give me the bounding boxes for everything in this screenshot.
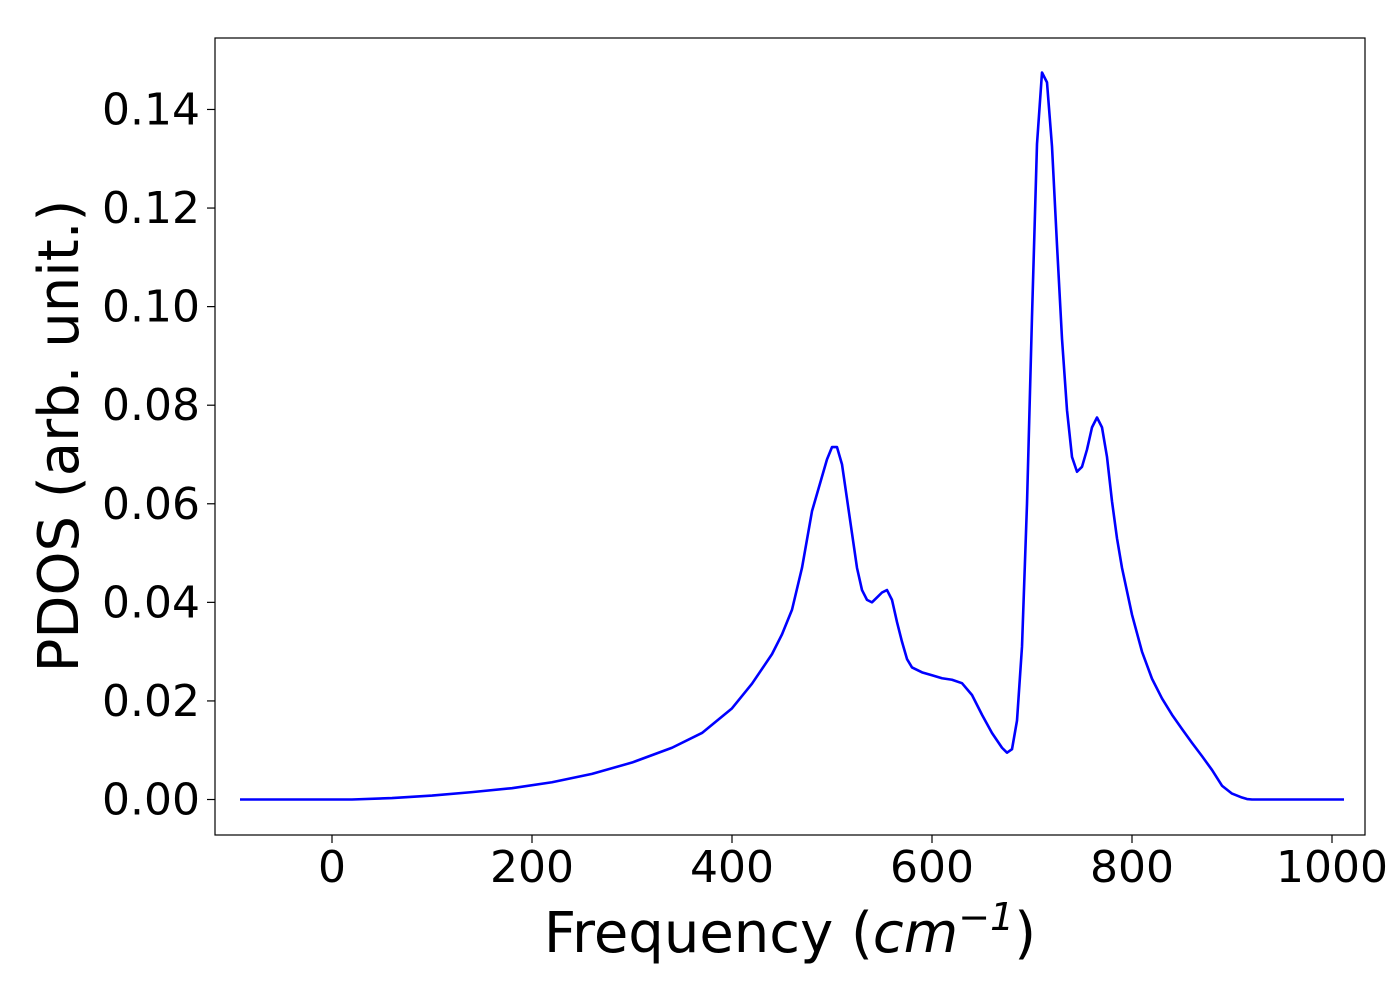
x-tick-label: 600	[890, 842, 974, 893]
pdos-line	[240, 71, 1344, 801]
x-tick-label: 200	[490, 842, 574, 893]
y-tick-label: 0.06	[102, 479, 200, 530]
y-tick-label: 0.04	[102, 577, 200, 628]
x-tick-label: 800	[1090, 842, 1174, 893]
y-axis-label: PDOS (arb. unit.)	[27, 200, 92, 673]
plot-frame	[214, 37, 1366, 836]
y-tick-label: 0.00	[102, 775, 200, 826]
y-tick-label: 0.10	[102, 282, 200, 333]
y-tick-label: 0.02	[102, 676, 200, 727]
y-tick-label: 0.14	[102, 84, 200, 135]
plot-area	[214, 37, 1366, 836]
x-tick-label: 400	[690, 842, 774, 893]
x-tick-label: 1000	[1276, 842, 1388, 893]
x-axis-label: Frequency (cm−1)	[544, 895, 1036, 966]
y-tick-label: 0.08	[102, 380, 200, 431]
x-tick-label: 0	[318, 842, 346, 893]
y-tick-label: 0.12	[102, 183, 200, 234]
x-axis-ticks: 0 200 400 600 800 1000	[318, 835, 1388, 893]
y-axis-ticks: 0.00 0.02 0.04 0.06 0.08 0.10 0.12 0.14	[102, 84, 215, 826]
